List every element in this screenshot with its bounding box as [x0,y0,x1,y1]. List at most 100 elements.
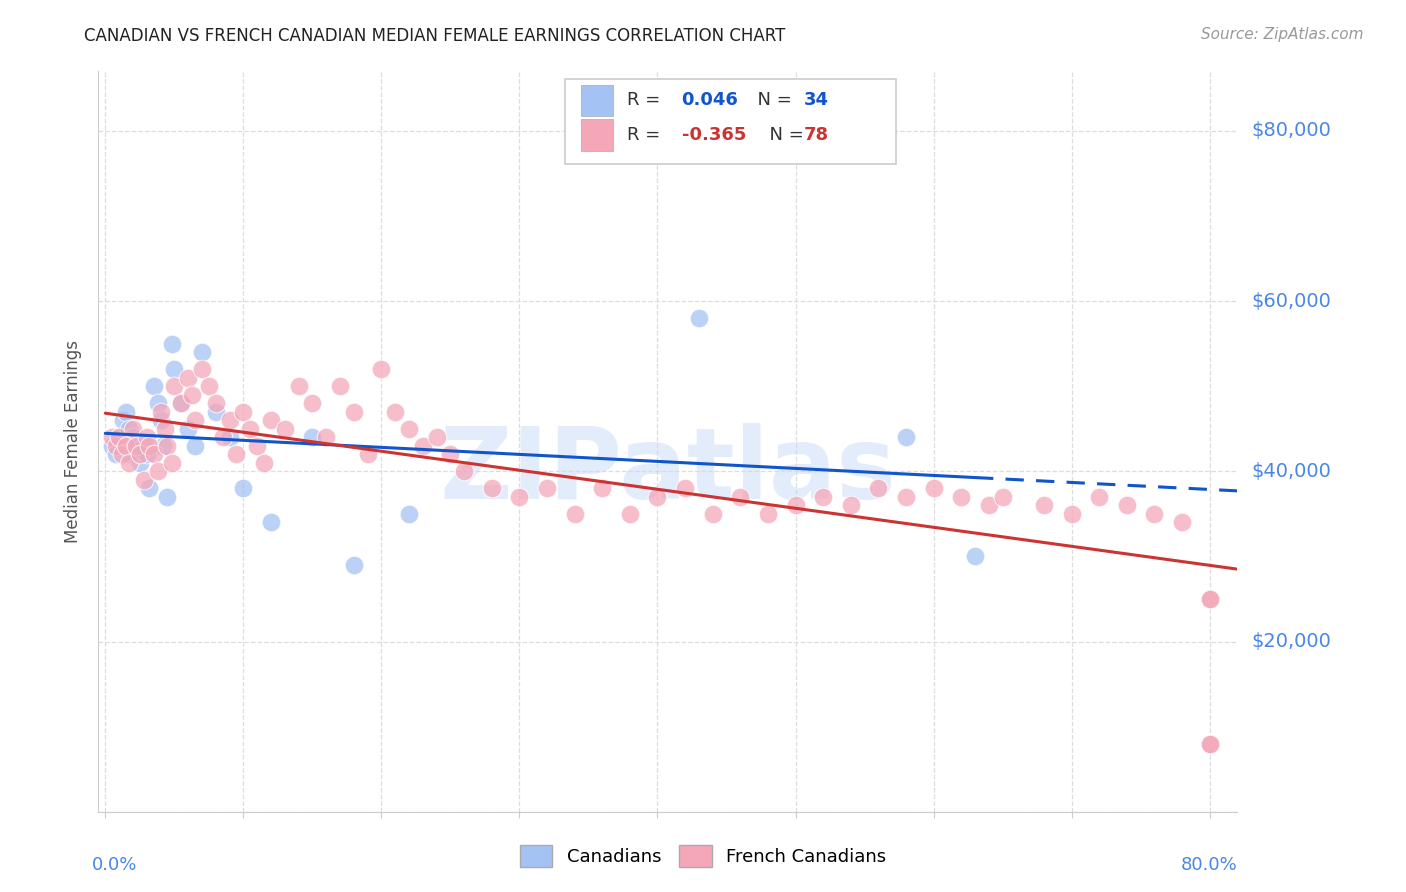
Point [1115,499,1137,513]
Point [125,439,148,453]
Text: CANADIAN VS FRENCH CANADIAN MEDIAN FEMALE EARNINGS CORRELATION CHART: CANADIAN VS FRENCH CANADIAN MEDIAN FEMAL… [84,27,786,45]
Point [138,481,160,495]
Text: -0.365: -0.365 [682,126,747,144]
Point [108,430,131,444]
Point [963,549,986,564]
Text: 0.046: 0.046 [682,91,738,109]
Point [536,481,558,495]
Point [412,439,434,453]
Point [184,413,207,427]
Point [204,405,226,419]
Point [1060,507,1083,521]
Point [301,396,323,410]
Point [146,396,169,410]
Point [756,507,779,521]
Point [225,447,247,461]
Point [125,439,148,453]
FancyBboxPatch shape [565,78,896,164]
Point [108,430,131,444]
Point [115,439,138,453]
Point [218,413,240,427]
Point [868,481,890,495]
Point [1198,737,1220,751]
Point [991,490,1014,504]
Point [135,447,157,461]
Point [673,481,696,495]
Point [170,396,193,410]
FancyBboxPatch shape [581,120,613,151]
Point [146,464,169,478]
Text: N =: N = [747,91,799,109]
Text: Source: ZipAtlas.com: Source: ZipAtlas.com [1201,27,1364,42]
Point [105,447,128,461]
Point [922,481,945,495]
Point [142,447,165,461]
Point [287,379,309,393]
Point [398,507,420,521]
Point [253,456,276,470]
Point [184,439,207,453]
Point [218,430,240,444]
Point [647,490,669,504]
Point [105,439,128,453]
Text: 0.0%: 0.0% [91,856,136,874]
Point [204,396,226,410]
Point [894,490,917,504]
Point [177,422,200,436]
Point [232,405,254,419]
Point [160,336,183,351]
Point [702,507,724,521]
Point [329,379,352,393]
FancyBboxPatch shape [581,85,613,116]
Point [170,396,193,410]
Point [122,430,145,444]
Point [122,422,145,436]
Y-axis label: Median Female Earnings: Median Female Earnings [65,340,83,543]
Point [160,456,183,470]
Legend: Canadians, French Canadians: Canadians, French Canadians [510,836,896,876]
Point [1143,507,1166,521]
Point [211,430,233,444]
Point [481,481,503,495]
Point [198,379,221,393]
Point [260,413,283,427]
Point [439,447,461,461]
Point [508,490,530,504]
Point [112,413,135,427]
Point [149,405,172,419]
Point [149,413,172,427]
Point [101,439,124,453]
Point [163,362,186,376]
Point [101,430,124,444]
Point [1171,516,1194,530]
Point [181,388,204,402]
Point [118,456,141,470]
Point [246,439,269,453]
Point [156,439,179,453]
Point [132,473,155,487]
Point [894,430,917,444]
Point [950,490,973,504]
Text: $20,000: $20,000 [1251,632,1331,651]
Point [163,379,186,393]
Point [128,456,150,470]
Point [839,499,862,513]
Point [232,481,254,495]
Point [301,430,323,444]
Point [177,370,200,384]
Point [688,311,710,326]
Point [191,362,214,376]
Point [343,405,366,419]
Point [564,507,586,521]
Point [128,447,150,461]
Point [111,447,134,461]
Point [138,439,160,453]
Point [398,422,420,436]
Point [153,422,176,436]
Point [260,516,283,530]
Point [239,422,262,436]
Text: $80,000: $80,000 [1251,121,1331,140]
Text: R =: R = [627,126,666,144]
Point [120,447,142,461]
Text: $40,000: $40,000 [1251,462,1331,481]
